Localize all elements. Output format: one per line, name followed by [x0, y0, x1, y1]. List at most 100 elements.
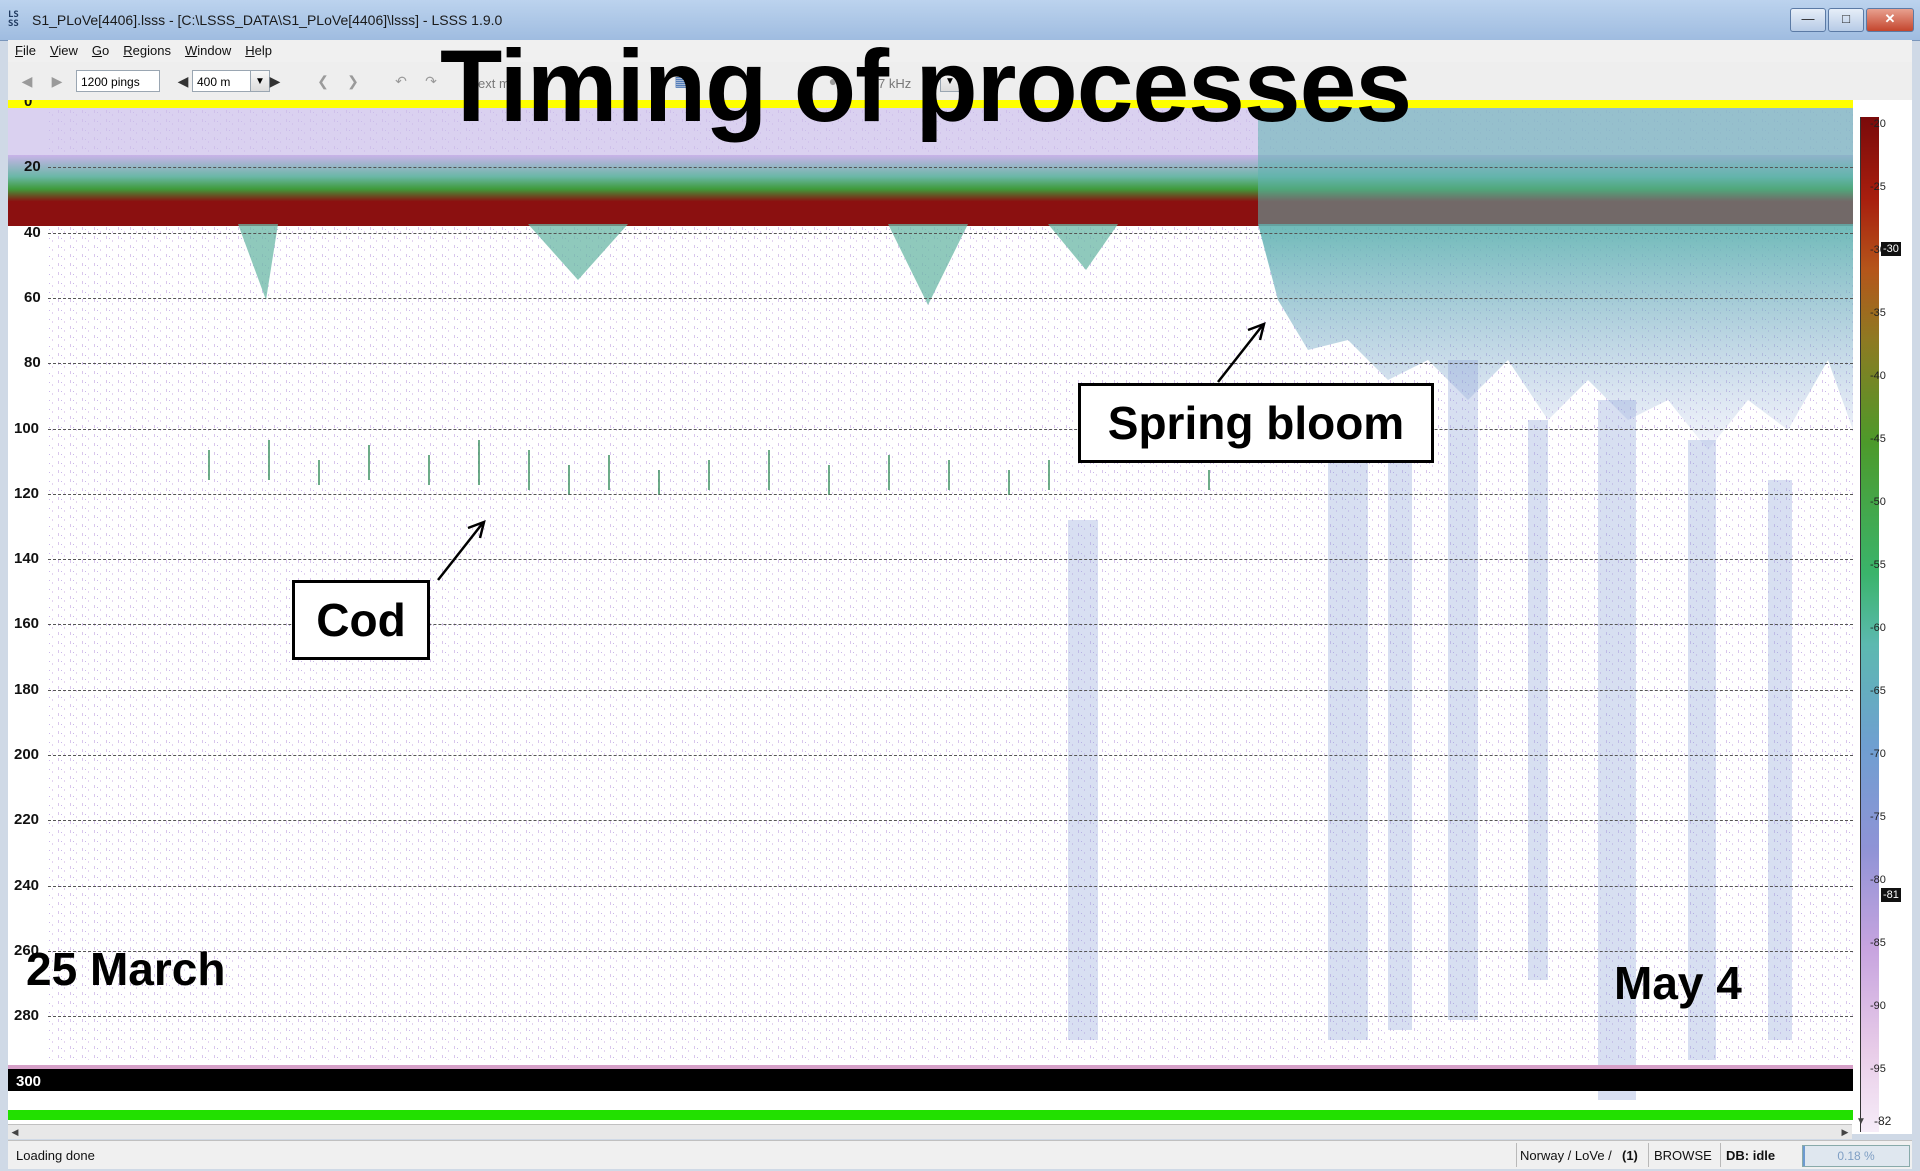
- spring-bloom-label: Spring bloom: [1078, 383, 1434, 463]
- color-scale-tick: -95: [1870, 1063, 1886, 1075]
- color-scale-tick: -90: [1870, 1000, 1886, 1012]
- echogram-panel[interactable]: 0 20 40 60 80 100 120 140 160 180 200 220 240 260 280 3…: [8, 100, 1912, 1134]
- depth-gridline: [48, 624, 1853, 626]
- range-decrease-icon[interactable]: ◀: [177, 73, 189, 89]
- depth-label: 100: [14, 419, 40, 437]
- status-count: (1): [1622, 1148, 1638, 1163]
- first-page-icon[interactable]: ◀: [21, 73, 33, 89]
- cod-label: Cod: [292, 580, 430, 660]
- color-scale-tick: -25: [1870, 181, 1886, 193]
- depth-label: 220: [14, 811, 40, 829]
- scroll-down-icon[interactable]: ▼: [1856, 1116, 1866, 1127]
- depth-label: 160: [14, 615, 40, 633]
- progress-fill: [1803, 1146, 1806, 1166]
- color-scale-tick: -45: [1870, 433, 1886, 445]
- range-field[interactable]: 400 m: [192, 70, 252, 92]
- color-scale-tick: -60: [1870, 622, 1886, 634]
- window-controls: — □ ✕: [1790, 8, 1914, 32]
- frequency-dropdown-icon[interactable]: ▼: [940, 70, 960, 92]
- depth-gridline: [48, 1016, 1853, 1018]
- color-scale-tick: -55: [1870, 559, 1886, 571]
- depth-label: 120: [14, 484, 40, 502]
- color-scale-upper-marker[interactable]: -30: [1881, 242, 1901, 256]
- progress-bar: 0.18 %: [1802, 1145, 1910, 1167]
- color-scale-tick: -40: [1870, 370, 1886, 382]
- color-scale-tick: -85: [1870, 937, 1886, 949]
- next-page-icon[interactable]: ▶: [51, 73, 63, 89]
- status-separator: [1516, 1143, 1517, 1167]
- depth-label: 0: [24, 100, 33, 110]
- depth-label: 180: [14, 680, 40, 698]
- depth-label: 140: [14, 550, 40, 568]
- depth-gridline: [48, 950, 1853, 952]
- eraser-icon[interactable]: ◇: [709, 73, 721, 89]
- title-bar: LS SS S1_PLoVe[4406].lsss - [C:\LSSS_DAT…: [0, 0, 1920, 41]
- depth-label: 200: [14, 746, 40, 763]
- frequency-text: 7 kHz: [878, 76, 912, 91]
- scroll-right-icon[interactable]: ▶: [1841, 1127, 1849, 1137]
- color-scale-tick: -75: [1870, 811, 1886, 823]
- minimize-button[interactable]: —: [1790, 8, 1826, 32]
- color-scale-tick: -65: [1870, 685, 1886, 697]
- depth-label: 20: [24, 158, 41, 176]
- slide-title: Timing of processes: [440, 29, 1412, 143]
- depth-gridline: [48, 493, 1853, 495]
- menu-help[interactable]: Help: [245, 43, 272, 58]
- pings-field[interactable]: 1200 pings: [76, 70, 160, 92]
- color-scale-tick: -35: [1870, 307, 1886, 319]
- menu-file[interactable]: File: [15, 43, 36, 58]
- horizontal-scrollbar[interactable]: ◀ ▶: [8, 1124, 1852, 1139]
- depth-gridline: [48, 885, 1853, 887]
- color-scale-tick: -80: [1870, 874, 1886, 886]
- menu-bar: File View Go Regions Window Help: [8, 40, 1912, 62]
- echogram-image: [8, 100, 1853, 1120]
- color-scale[interactable]: [1860, 117, 1879, 1132]
- menu-view[interactable]: View: [49, 43, 78, 58]
- depth-label: 240: [14, 876, 40, 894]
- color-scale-lower-marker[interactable]: -81: [1881, 888, 1901, 902]
- depth-gridline: [48, 232, 1853, 234]
- close-button[interactable]: ✕: [1866, 8, 1914, 32]
- toolbar-partial-text: ext m: [478, 76, 510, 91]
- end-date-label: May 4: [1614, 957, 1742, 1009]
- depth-label: 300: [14, 1072, 44, 1090]
- status-location: Norway / LoVe /: [1520, 1148, 1612, 1163]
- color-scale-tick: -50: [1870, 496, 1886, 508]
- depth-label: 40: [24, 223, 41, 241]
- status-separator: [1648, 1143, 1649, 1167]
- back-icon[interactable]: ❮: [317, 73, 329, 89]
- depth-label: 260: [14, 941, 40, 959]
- record-icon[interactable]: ●: [828, 73, 838, 89]
- app-icon: LS SS: [8, 10, 19, 29]
- depth-gridline: [48, 559, 1853, 561]
- range-dropdown-icon[interactable]: ▼: [250, 70, 270, 92]
- depth-label: 60: [24, 288, 41, 306]
- window-title: S1_PLoVe[4406].lsss - [C:\LSSS_DATA\S1_P…: [32, 12, 503, 28]
- progress-text: 0.18 %: [1837, 1149, 1875, 1163]
- redo-icon[interactable]: ↷: [425, 73, 437, 89]
- depth-label: 80: [24, 354, 41, 372]
- scroll-left-icon[interactable]: ◀: [11, 1127, 19, 1137]
- status-message: Loading done: [16, 1148, 95, 1163]
- color-scale-tick: -70: [1870, 748, 1886, 760]
- menu-window[interactable]: Window: [184, 43, 232, 58]
- depth-label: 280: [14, 1007, 40, 1025]
- forward-icon[interactable]: ❯: [347, 73, 359, 89]
- status-db: DB: idle: [1726, 1148, 1776, 1163]
- color-scale-bottom-value: -82: [1874, 1114, 1892, 1128]
- depth-gridline: [48, 820, 1853, 822]
- color-scale-tick: -20: [1870, 118, 1886, 130]
- range-increase-icon[interactable]: ▶: [269, 73, 281, 89]
- depth-gridline: [48, 297, 1853, 299]
- start-date-label: 25 March: [26, 943, 226, 995]
- undo-icon[interactable]: ↶: [395, 73, 407, 89]
- status-bar: Loading done Norway / LoVe / (1) BROWSE …: [8, 1140, 1912, 1169]
- depth-gridline: [48, 689, 1853, 691]
- menu-go[interactable]: Go: [91, 43, 110, 58]
- select-tool-icon[interactable]: ▦: [674, 73, 688, 89]
- maximize-button[interactable]: □: [1828, 8, 1864, 32]
- menu-regions[interactable]: Regions: [123, 43, 171, 58]
- depth-gridline: [48, 363, 1853, 365]
- status-separator: [1720, 1143, 1721, 1167]
- depth-gridline: [48, 428, 1853, 430]
